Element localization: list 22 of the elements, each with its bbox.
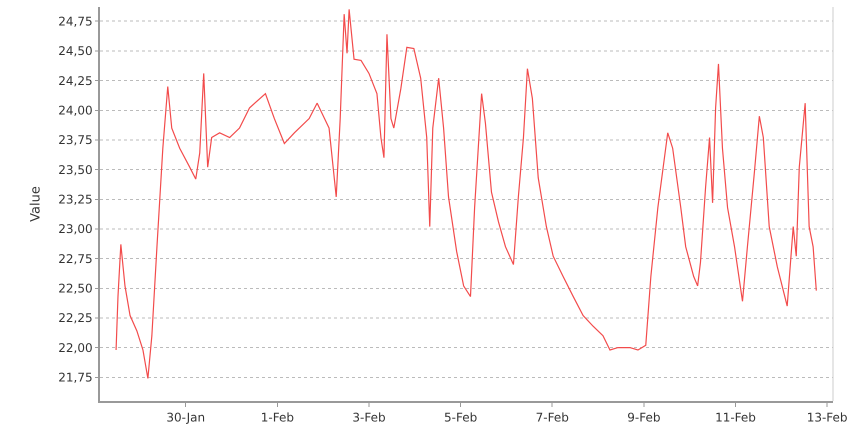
x-tick-label: 3-Feb bbox=[352, 410, 386, 424]
y-tick-label: 22,25 bbox=[58, 311, 93, 326]
x-tick-label: 7-Feb bbox=[536, 410, 569, 424]
y-tick-label: 22,00 bbox=[58, 340, 93, 355]
y-tick-label: 22,50 bbox=[58, 281, 93, 296]
y-tick-label: 24,25 bbox=[58, 74, 93, 88]
x-tick-label: 13-Feb bbox=[806, 410, 848, 424]
y-tick-label: 23,00 bbox=[58, 222, 93, 236]
x-tick-label: 5-Feb bbox=[444, 410, 478, 424]
y-tick-label: 24,75 bbox=[58, 14, 93, 28]
y-axis-title: Value bbox=[28, 186, 44, 222]
y-tick-label: 24,50 bbox=[58, 44, 93, 58]
y-tick-label: 23,50 bbox=[58, 162, 93, 177]
x-tick-label: 9-Feb bbox=[627, 410, 660, 424]
y-tick-label: 22,75 bbox=[58, 252, 93, 266]
x-tick-label: 30-Jan bbox=[166, 410, 206, 424]
y-tick-label: 21,75 bbox=[58, 370, 93, 384]
x-tick-label: 11-Feb bbox=[715, 410, 756, 424]
y-tick-label: 23,75 bbox=[58, 133, 93, 148]
y-tick-label: 24,00 bbox=[58, 103, 93, 118]
y-tick-label: 23,25 bbox=[58, 192, 93, 206]
x-tick-label: 1-Feb bbox=[260, 410, 294, 424]
